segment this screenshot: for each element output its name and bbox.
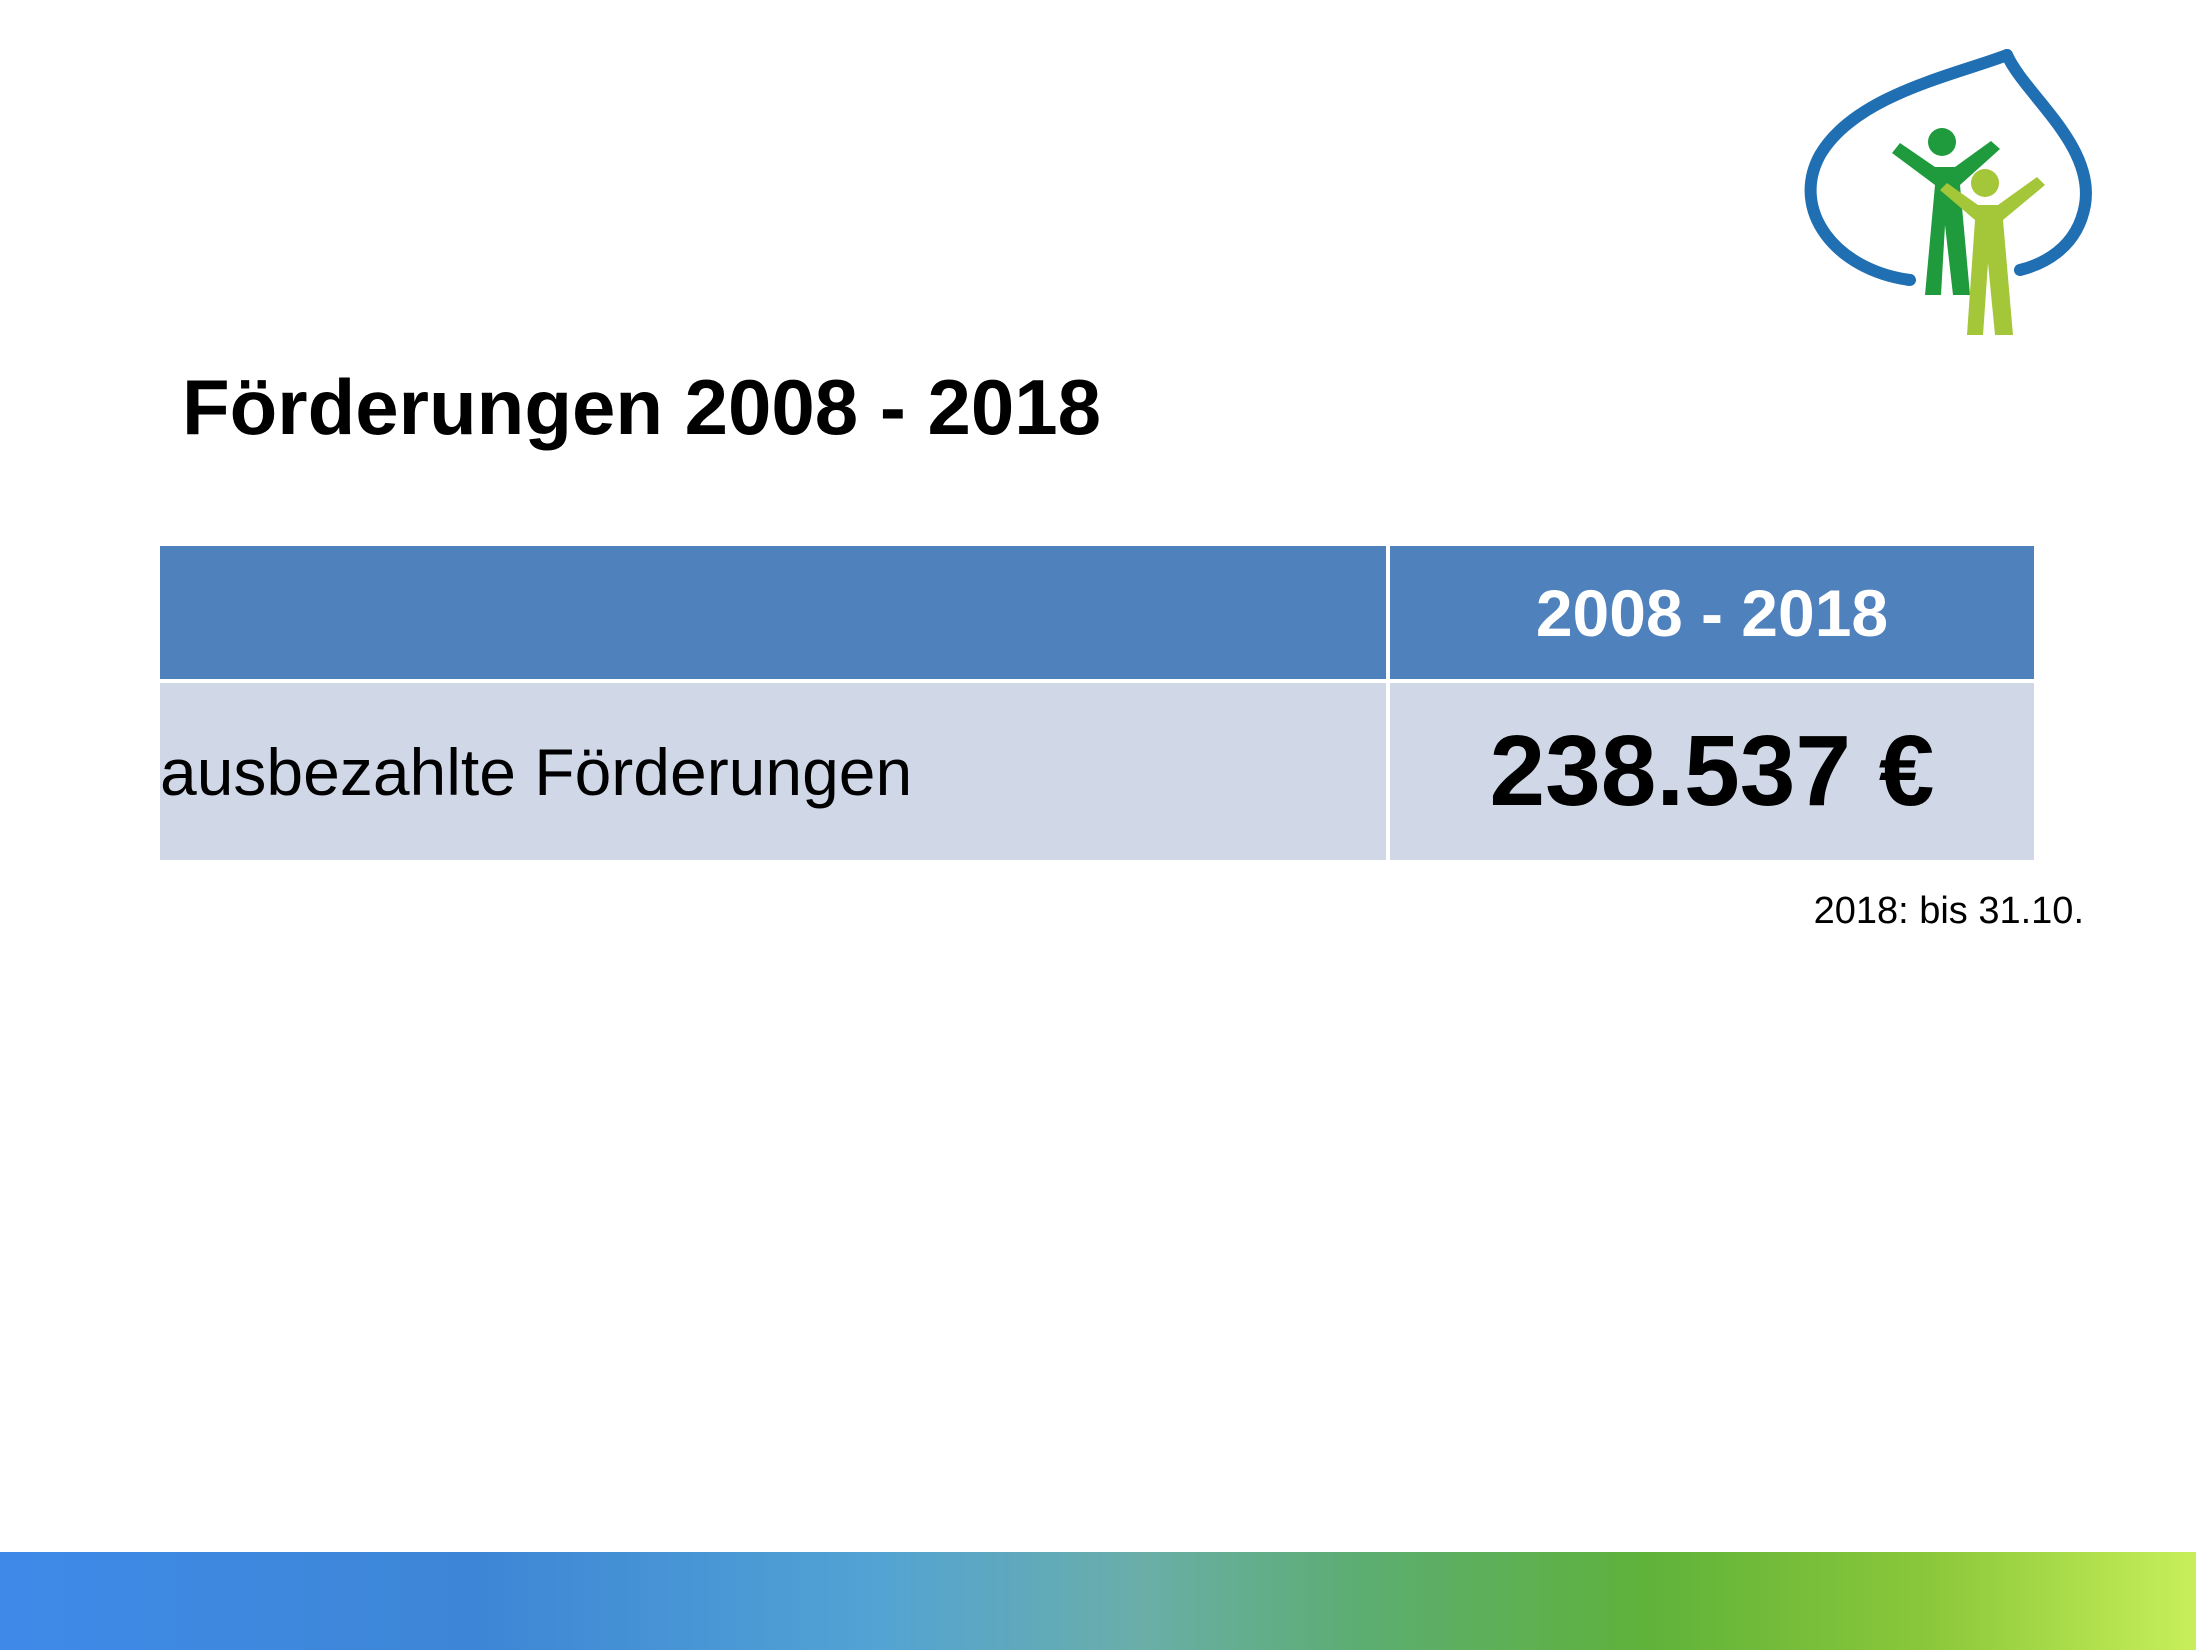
funding-table: 2008 - 2018 ausbezahlte Förderungen 238.… [156, 542, 2038, 864]
header-period-cell: 2008 - 2018 [1389, 546, 2034, 679]
row-label-cell: ausbezahlte Förderungen [160, 683, 1386, 860]
footnote: 2018: bis 31.10. [1813, 890, 2084, 932]
footer-gradient-bar [0, 1552, 2196, 1650]
table-row: ausbezahlte Förderungen 238.537 € [160, 683, 2034, 860]
leaf-with-two-figures-logo-icon [1804, 49, 2092, 335]
header-label-cell [160, 546, 1386, 679]
row-value-cell: 238.537 € [1389, 683, 2034, 860]
slide-title: Förderungen 2008 - 2018 [182, 363, 1102, 451]
table-header-row: 2008 - 2018 [160, 546, 2034, 679]
